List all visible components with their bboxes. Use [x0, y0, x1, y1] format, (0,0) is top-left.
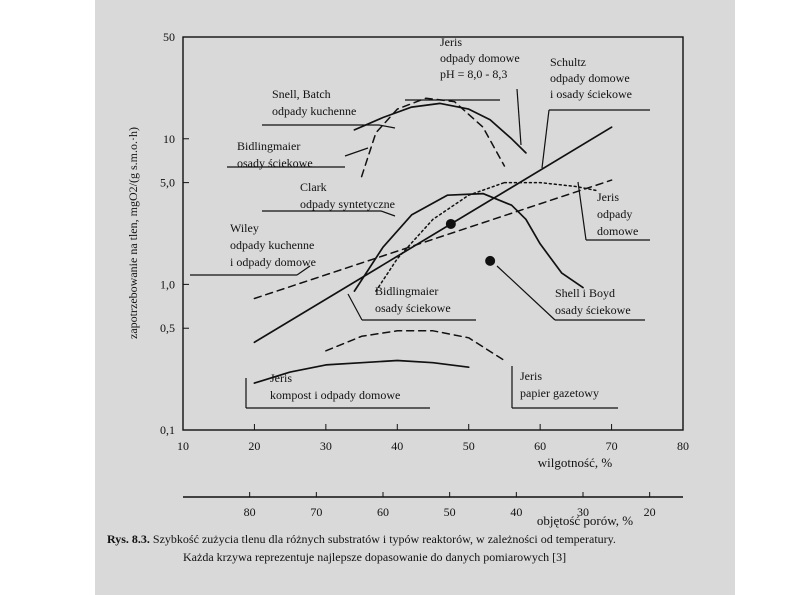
annotation-leader — [344, 147, 369, 157]
pore-tick-label: 30 — [577, 505, 589, 519]
book-page — [95, 0, 735, 595]
y-tick-label: 0,1 — [160, 423, 175, 437]
y-tick-label: 5,0 — [160, 176, 175, 190]
pore-tick-label: 80 — [244, 505, 256, 519]
annotation-text: odpady kuchenne — [272, 104, 356, 118]
annotation-text: odpady domowe — [440, 51, 520, 65]
x-tick-label: 70 — [606, 439, 618, 453]
y-axis-title: zapotrzebowanie na tlen, mgO2/(g s.m.o.·… — [126, 127, 140, 339]
annotation-text: Bidlingmaier — [237, 139, 300, 153]
annotation-text: domowe — [597, 224, 638, 238]
series-line-3 — [253, 126, 613, 344]
y-tick-label: 1,0 — [160, 277, 175, 291]
annotation-text: odpady — [597, 207, 632, 221]
caption-line-1: Szybkość zużycia tlenu dla różnych subst… — [152, 532, 616, 546]
pore-tick-label: 40 — [510, 505, 522, 519]
annotation-text: i odpady domowe — [230, 255, 316, 269]
annotation-text: kompost i odpady domowe — [270, 388, 400, 402]
annotation-leader — [380, 210, 396, 217]
annotation-text: pH = 8,0 - 8,3 — [440, 67, 507, 81]
annotation-leader — [516, 88, 522, 146]
x-tick-label: 20 — [248, 439, 260, 453]
annotation-wiley: Wiley odpady kuchenne i odpady domowe — [190, 221, 316, 276]
annotation-text: Jeris — [270, 371, 292, 385]
series-line-6 — [253, 179, 613, 300]
pore-tick-label: 70 — [310, 505, 322, 519]
x2-axis-title: objętość porów, % — [537, 513, 633, 528]
annotation-text: osady ściekowe — [375, 301, 451, 315]
annotation-text: Jeris — [597, 190, 619, 204]
annotation-text: osady ściekowe — [237, 156, 313, 170]
caption-line-2: Każda krzywa reprezentuje najlepsze dopa… — [183, 550, 567, 564]
x-tick-label: 50 — [463, 439, 475, 453]
series-line-4 — [375, 181, 506, 292]
series-line-1 — [353, 102, 527, 154]
data-point-shell-boyd — [445, 218, 456, 229]
x-tick-label: 60 — [534, 439, 546, 453]
annotation-text: Bidlingmaier — [375, 284, 438, 298]
pore-tick-label: 50 — [444, 505, 456, 519]
annotation-text: odpady syntetyczne — [300, 197, 395, 211]
annotation-leader — [577, 181, 587, 241]
annotation-leader — [541, 109, 550, 169]
annotation-text: Jeris — [520, 369, 542, 383]
annotation-jeris-right: Jeris odpady domowe — [577, 181, 650, 241]
annotation-text: i osady ściekowe — [550, 87, 632, 101]
y-tick-label: 10 — [163, 132, 175, 146]
x-tick-label: 80 — [677, 439, 689, 453]
annotation-text: odpady domowe — [550, 71, 630, 85]
y-tick-label: 0,5 — [160, 321, 175, 335]
annotation-clark: Clark odpady syntetyczne — [262, 180, 396, 217]
annotation-schultz: Schultz odpady domowe i osady ściekowe — [541, 55, 650, 169]
annotation-text: Jeris — [440, 35, 462, 49]
annotation-text: Wiley — [230, 221, 259, 235]
annotation-shell-boyd: Shell i Boyd osady ściekowe — [496, 265, 645, 321]
y-tick-label: 50 — [163, 30, 175, 44]
x-tick-label: 10 — [177, 439, 189, 453]
annotation-leader — [296, 265, 311, 276]
annotation-jeris-paper: Jeris papier gazetowy — [511, 366, 618, 409]
annotation-leader — [378, 124, 396, 129]
annotation-text: osady ściekowe — [555, 303, 631, 317]
pore-tick-label: 60 — [377, 505, 389, 519]
annotation-bidlingmaier-top: Bidlingmaier osady ściekowe — [227, 139, 369, 170]
series-line-8 — [253, 359, 470, 384]
annotation-leader — [496, 265, 556, 321]
annotation-text: Schultz — [550, 55, 586, 69]
x-axis-title: wilgotność, % — [538, 455, 613, 470]
series-line-9 — [325, 330, 506, 362]
annotation-bidlingmaier-bottom: Bidlingmaier osady ściekowe — [347, 284, 476, 321]
annotation-jeris-top: Jeris odpady domowe pH = 8,0 - 8,3 — [405, 35, 522, 146]
annotation-text: Clark — [300, 180, 327, 194]
annotation-leader — [347, 293, 363, 321]
annotation-text: Shell i Boyd — [555, 286, 615, 300]
pore-tick-label: 20 — [644, 505, 656, 519]
annotation-text: papier gazetowy — [520, 386, 599, 400]
annotation-text: odpady kuchenne — [230, 238, 314, 252]
plot-frame — [182, 36, 684, 431]
x-tick-label: 30 — [320, 439, 332, 453]
series-line-2 — [360, 97, 506, 178]
annotation-text: Snell, Batch — [272, 87, 331, 101]
series-line-7 — [353, 192, 584, 292]
annotation-snell: Snell, Batch odpady kuchenne — [262, 87, 396, 129]
x-tick-label: 40 — [391, 439, 403, 453]
caption-label: Rys. 8.3. — [107, 532, 150, 546]
data-point-shell-boyd — [485, 255, 496, 266]
annotation-jeris-compost: Jeris kompost i odpady domowe — [245, 371, 430, 409]
